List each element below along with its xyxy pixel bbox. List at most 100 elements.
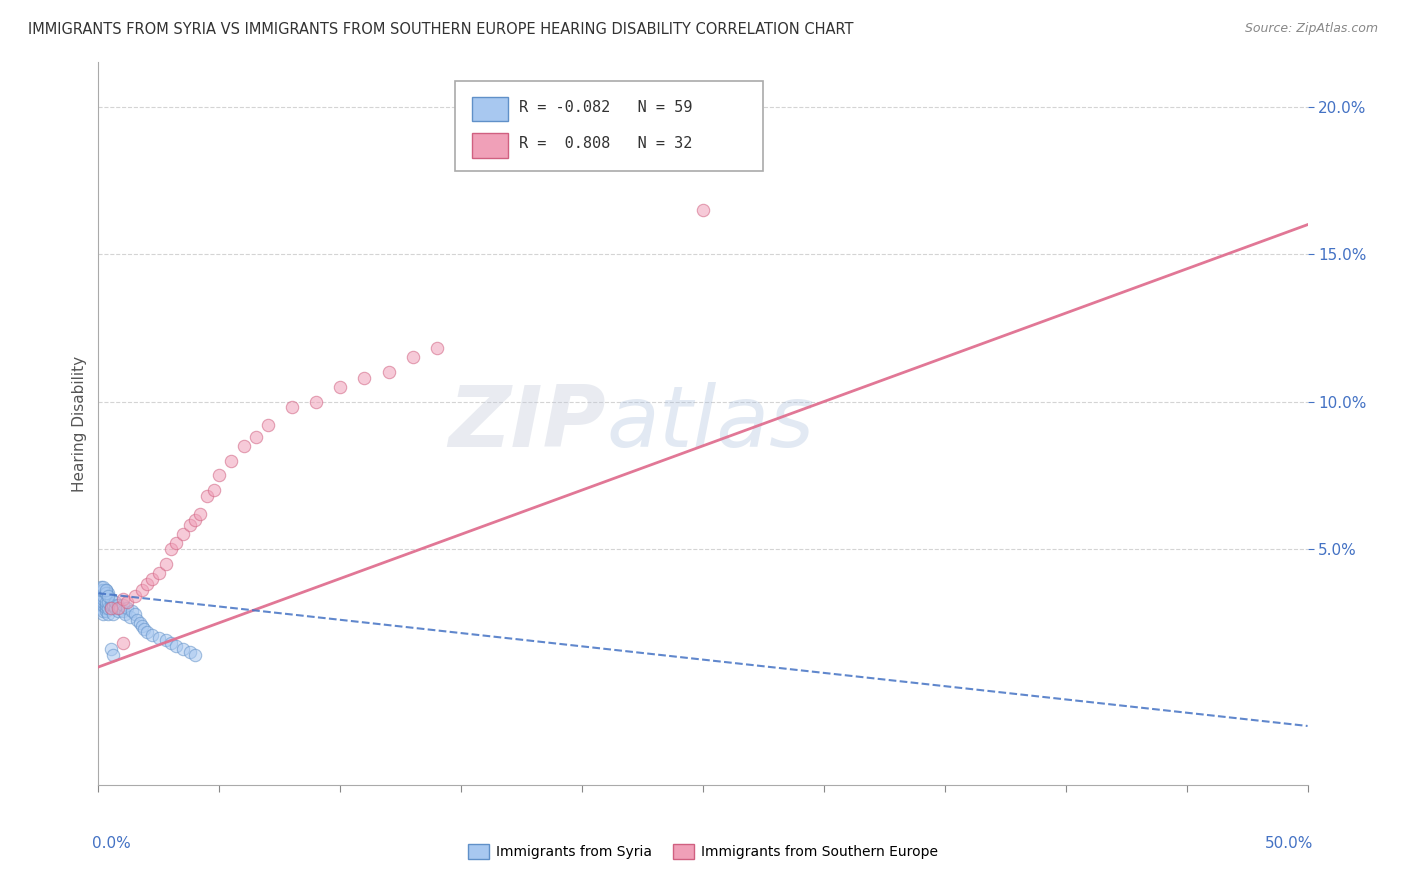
Point (117, 601, 139, 615)
Point (124, 607, 146, 621)
Text: R =  0.808   N = 32: R = 0.808 N = 32 (519, 136, 693, 152)
Point (91, 589, 114, 603)
Point (90, 592, 112, 607)
Point (353, 371, 375, 385)
FancyBboxPatch shape (472, 96, 509, 121)
Point (204, 483, 226, 497)
Text: R = -0.082   N = 59: R = -0.082 N = 59 (519, 100, 693, 115)
Point (101, 607, 124, 621)
Point (91, 604, 114, 618)
Y-axis label: Hearing Disability: Hearing Disability (72, 356, 87, 491)
Point (94, 595, 117, 609)
Text: atlas: atlas (606, 382, 814, 466)
Point (221, 453, 243, 467)
Point (141, 572, 163, 586)
Point (160, 542, 183, 557)
Point (90, 589, 112, 603)
Point (91, 598, 114, 612)
Point (100, 601, 122, 615)
Text: Source: ZipAtlas.com: Source: ZipAtlas.com (1244, 22, 1378, 36)
Point (135, 624, 157, 639)
Text: IMMIGRANTS FROM SYRIA VS IMMIGRANTS FROM SOUTHERN EUROPE HEARING DISABILITY CORR: IMMIGRANTS FROM SYRIA VS IMMIGRANTS FROM… (28, 22, 853, 37)
Point (128, 615, 150, 630)
Point (91, 595, 114, 609)
Point (97, 589, 120, 603)
Point (121, 604, 143, 618)
Point (402, 351, 425, 365)
Point (94, 598, 117, 612)
Point (104, 595, 127, 609)
Point (94, 604, 117, 618)
Point (90, 595, 112, 609)
Point (426, 342, 449, 356)
Point (184, 648, 207, 663)
Point (90, 601, 112, 615)
Point (155, 633, 177, 648)
Point (101, 648, 124, 663)
Point (256, 418, 278, 433)
Point (172, 527, 194, 541)
Point (91, 592, 114, 607)
Point (188, 507, 211, 521)
Point (97, 586, 120, 600)
Point (281, 401, 304, 415)
Text: ZIP: ZIP (449, 382, 606, 466)
Point (124, 589, 146, 603)
Point (148, 631, 170, 645)
Point (107, 601, 129, 615)
FancyBboxPatch shape (456, 80, 763, 171)
Point (111, 598, 134, 612)
Point (134, 622, 156, 636)
Point (305, 394, 328, 409)
Point (118, 610, 141, 624)
Point (100, 601, 122, 615)
Point (94, 601, 117, 615)
Point (208, 468, 231, 483)
Point (179, 645, 201, 659)
Point (90, 598, 112, 612)
Legend: Immigrants from Syria, Immigrants from Southern Europe: Immigrants from Syria, Immigrants from S… (463, 838, 943, 864)
Point (114, 607, 136, 621)
Point (127, 613, 149, 627)
Point (148, 566, 170, 580)
Point (172, 642, 194, 657)
Point (160, 636, 183, 650)
Point (97, 607, 120, 621)
Text: 0.0%: 0.0% (93, 836, 131, 851)
Point (329, 380, 352, 394)
Point (104, 601, 127, 615)
Point (94, 583, 117, 598)
Point (165, 536, 187, 550)
Point (179, 518, 201, 533)
Point (91, 580, 114, 594)
Point (100, 592, 122, 607)
Point (141, 627, 163, 641)
Point (111, 592, 134, 607)
Point (90, 583, 112, 598)
Point (97, 601, 120, 615)
Point (100, 598, 122, 612)
Point (90, 580, 112, 594)
Point (135, 577, 157, 591)
Point (245, 430, 267, 444)
Point (377, 365, 399, 379)
Point (94, 583, 117, 598)
Point (111, 636, 134, 650)
Point (692, 202, 714, 217)
Point (97, 595, 120, 609)
Point (91, 583, 114, 598)
Point (108, 601, 131, 615)
Point (155, 557, 177, 571)
Point (184, 512, 207, 526)
Point (94, 586, 117, 600)
Point (100, 642, 122, 657)
Point (131, 583, 153, 598)
FancyBboxPatch shape (472, 133, 509, 158)
Point (165, 640, 187, 654)
Point (117, 595, 139, 609)
Point (131, 618, 153, 632)
Point (107, 604, 129, 618)
Point (111, 604, 134, 618)
Text: 50.0%: 50.0% (1265, 836, 1313, 851)
Point (91, 607, 114, 621)
